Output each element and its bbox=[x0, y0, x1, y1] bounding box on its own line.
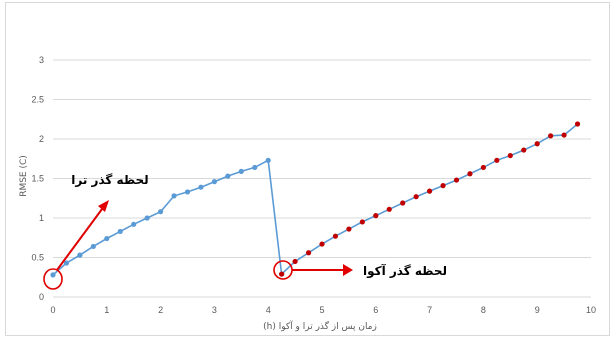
series-1-point bbox=[198, 184, 204, 190]
y-tick-label: 1.5 bbox=[31, 174, 44, 184]
y-tick-label: 0 bbox=[39, 292, 44, 302]
y-tick-label: 0.5 bbox=[31, 253, 44, 263]
x-tick-label: 7 bbox=[427, 305, 432, 315]
y-tick-labels: 0 0.5 1 1.5 2 2.5 3 bbox=[31, 55, 44, 302]
y-axis-label: RMSE (C) bbox=[19, 155, 29, 197]
series-1-point bbox=[63, 260, 70, 266]
series-1-point bbox=[184, 189, 191, 195]
x-tick-label: 4 bbox=[266, 305, 271, 315]
chart-frame bbox=[5, 2, 610, 336]
series-2-point bbox=[507, 152, 513, 159]
series-2-point bbox=[548, 133, 554, 139]
series-1-point bbox=[77, 252, 83, 258]
series-2-point bbox=[427, 188, 433, 194]
x-tick-label: 0 bbox=[50, 305, 55, 315]
terra-pass-annotation: لحظه گذر ترا bbox=[71, 173, 148, 187]
series-1-point bbox=[171, 193, 177, 199]
series-2-point bbox=[521, 147, 527, 153]
series-2-point bbox=[534, 141, 540, 147]
series-2-point bbox=[467, 171, 473, 177]
x-tick-label: 1 bbox=[104, 305, 109, 315]
x-tick-label: 6 bbox=[373, 305, 378, 315]
aqua-pass-arrowhead bbox=[343, 264, 353, 276]
series-1-point bbox=[252, 164, 258, 171]
gridlines bbox=[53, 59, 591, 298]
terra-pass-arrowhead bbox=[98, 200, 109, 212]
series-2-point bbox=[332, 233, 339, 239]
series-2-line bbox=[281, 123, 579, 275]
series-1-point bbox=[90, 243, 96, 250]
series-1-point bbox=[144, 215, 150, 221]
y-tick-label: 1 bbox=[39, 213, 44, 223]
series-2-point bbox=[494, 157, 500, 163]
series-1-point bbox=[211, 179, 217, 185]
series-2-point bbox=[453, 177, 460, 183]
annotations: لحظه گذر ترا لحظه گذر آکوا bbox=[43, 173, 447, 290]
series-2-point bbox=[319, 241, 325, 247]
series-2-point bbox=[373, 213, 379, 219]
series-2-point bbox=[480, 164, 486, 171]
series-2-point bbox=[574, 121, 581, 127]
series-2-point bbox=[346, 226, 352, 232]
x-tick-label: 9 bbox=[535, 305, 540, 315]
series-1-point bbox=[238, 168, 244, 174]
series-2-point bbox=[386, 206, 392, 212]
x-tick-label: 2 bbox=[158, 305, 163, 315]
x-tick-label: 10 bbox=[586, 305, 596, 315]
series-2-point bbox=[400, 200, 406, 206]
series-1-point bbox=[265, 157, 271, 163]
x-tick-label: 3 bbox=[212, 305, 217, 315]
terra-pass-circle bbox=[43, 268, 63, 290]
series-2-point bbox=[440, 183, 446, 189]
series-2-point bbox=[279, 271, 285, 277]
x-tick-label: 8 bbox=[481, 305, 486, 315]
x-tick-labels: 0 1 2 3 4 5 6 7 8 9 10 bbox=[50, 305, 596, 315]
series-2-point bbox=[561, 132, 567, 138]
y-tick-label: 3 bbox=[39, 55, 44, 65]
aqua-pass-annotation: لحظه گذر آکوا bbox=[363, 263, 447, 279]
terra-pass-arrow bbox=[56, 204, 106, 271]
series-1-point bbox=[131, 221, 137, 227]
y-tick-label: 2 bbox=[39, 134, 44, 144]
x-tick-label: 5 bbox=[319, 305, 324, 315]
series-1-point bbox=[117, 228, 123, 235]
series-1-point bbox=[104, 235, 110, 242]
data-series bbox=[50, 121, 581, 278]
x-axis-label: زمان پس از گذر ترا و آکوا (h) bbox=[263, 320, 377, 332]
series-2-point bbox=[305, 250, 312, 256]
series-1-point bbox=[225, 173, 231, 179]
y-tick-label: 2.5 bbox=[31, 95, 44, 105]
series-1-point bbox=[50, 272, 56, 278]
series-2-point bbox=[413, 194, 419, 200]
series-2-point bbox=[359, 219, 365, 225]
series-2-point bbox=[292, 258, 298, 265]
series-1-point bbox=[158, 209, 164, 215]
